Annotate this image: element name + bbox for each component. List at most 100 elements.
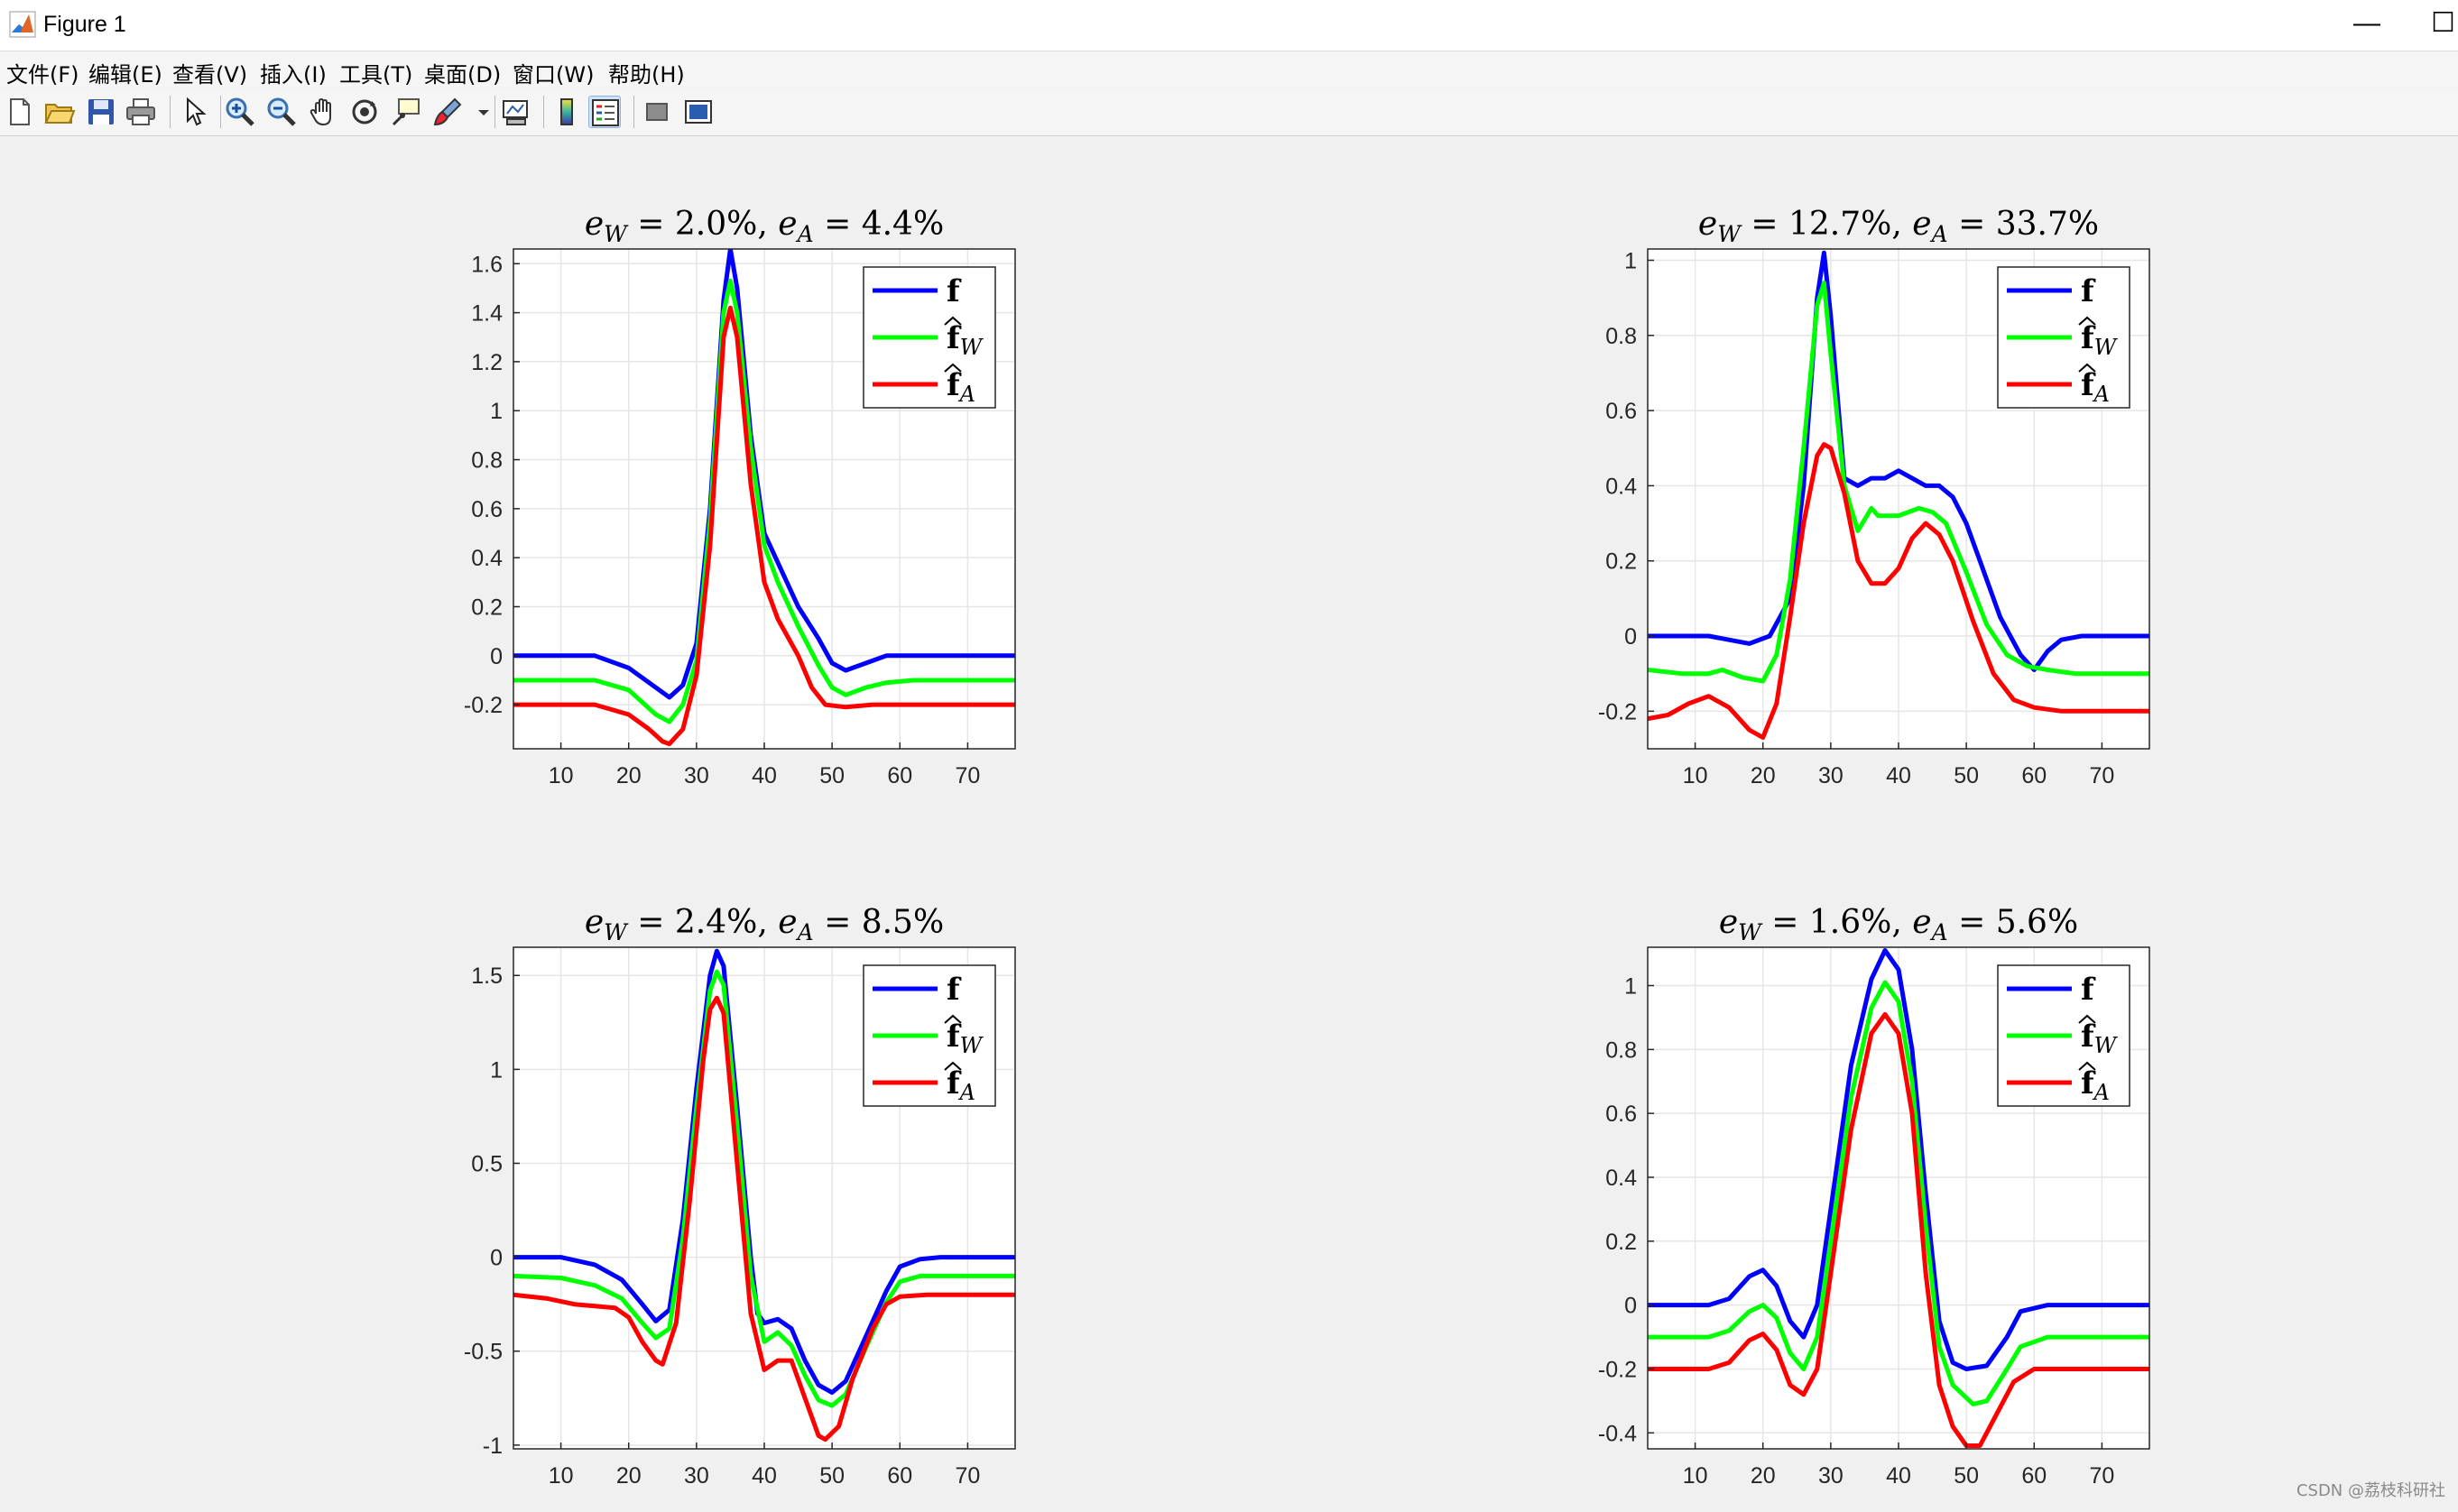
menu-desktop[interactable]: 桌面(D) [424,62,502,88]
y-tick-label: 0 [1624,624,1637,650]
series-line-f-hat-w [1648,281,2149,684]
subplot-title: eW = 1.6%, eA = 5.6% [1719,904,2078,945]
menu-help[interactable]: 帮助(H) [608,62,685,88]
legend-hat-accent [944,1014,962,1024]
y-tick-label: 0 [490,644,503,669]
legend: f fW fA [863,266,996,409]
y-tick-label: -0.2 [464,693,503,718]
x-tick-label: 70 [2089,1463,2114,1489]
menu-view[interactable]: 查看(V) [172,62,248,88]
y-tick-label: 0.6 [1605,1102,1637,1127]
x-tick-label: 10 [549,1463,574,1489]
window-titlebar: Figure 1 — ☐ [0,0,2458,51]
y-tick-label: 0 [490,1246,503,1271]
legend-hat-accent [944,316,962,326]
subplot-3: 10 20 30 40 50 60 70 -1 -0.5 0 0.5 1 1.5 eW = 2.4%, e… [464,904,1016,1489]
x-tick-label: 70 [955,763,980,788]
y-tick-label: 0.5 [471,1151,503,1176]
legend-hat-accent [2078,316,2096,326]
y-tick-label: 0.2 [471,595,503,620]
zoom-in-icon[interactable] [224,96,256,128]
x-tick-label: 50 [1954,1463,1979,1489]
colorbar-icon[interactable] [550,96,583,128]
legend-hat-accent [2078,1014,2096,1024]
minimize-button[interactable]: — [2353,8,2380,38]
subplot-title: eW = 2.4%, eA = 8.5% [585,904,944,945]
legend-label-f-hat-w: fW [2081,320,2119,360]
link-plot-icon[interactable] [500,96,532,128]
legend-icon[interactable] [588,96,621,128]
x-tick-label: 40 [752,763,777,788]
new-figure-icon[interactable] [4,96,36,128]
legend-label-f: f [947,273,962,309]
legend: f fW fA [1997,266,2130,409]
subplot-1: 10 20 30 40 50 60 70 -0.2 0 0.2 0.4 0.6 0.8 1 1.2 1.4 1.… [464,206,1016,788]
zoom-out-icon[interactable] [265,96,298,128]
x-tick-label: 70 [2089,763,2114,788]
y-tick-label: 0.2 [1605,549,1637,575]
x-tick-label: 60 [887,1463,912,1489]
y-tick-label: 0.2 [1605,1230,1637,1255]
y-tick-label: -1 [483,1434,503,1459]
y-tick-label: 1 [1624,248,1637,273]
y-tick-label: 1.5 [471,963,503,989]
series-line-f-hat-w [1648,980,2149,1406]
x-tick-label: 50 [819,1463,845,1489]
legend-label-f-hat-a: fA [947,1065,975,1105]
y-tick-label: 0.8 [1605,324,1637,349]
legend-label-f-hat-a: fA [947,367,975,407]
y-tick-label: 0.6 [471,497,503,522]
edit-plot-arrow-icon[interactable] [179,96,211,128]
y-tick-label: 0.4 [1605,474,1637,499]
x-tick-label: 10 [549,763,574,788]
x-tick-label: 70 [955,1463,980,1489]
watermark: CSDN @荔枝科研社 [2296,1481,2445,1500]
x-tick-label: 30 [1818,763,1844,788]
y-tick-label: 1 [490,399,503,424]
open-file-icon[interactable] [43,96,76,128]
x-tick-label: 30 [684,763,709,788]
y-tick-label: -0.5 [464,1340,503,1365]
x-tick-label: 40 [1886,763,1911,788]
x-tick-label: 20 [616,763,642,788]
menu-insert[interactable]: 插入(I) [260,62,327,88]
menu-edit[interactable]: 编辑(E) [88,62,162,88]
y-tick-label: 0.4 [471,546,503,571]
y-tick-label: -0.2 [1598,699,1637,724]
pan-hand-icon[interactable] [307,96,339,128]
menu-file[interactable]: 文件(F) [6,62,79,88]
legend-label-f: f [2081,273,2096,309]
show-plot-tools-icon[interactable] [682,96,715,128]
menu-tools[interactable]: 工具(T) [339,62,413,88]
y-tick-label: 0 [1624,1294,1637,1319]
x-tick-label: 50 [819,763,845,788]
series-line-f-hat-a [1648,442,2149,740]
x-tick-label: 60 [2021,1463,2047,1489]
save-icon[interactable] [85,96,117,128]
x-tick-label: 20 [1751,763,1776,788]
x-tick-label: 40 [1886,1463,1911,1489]
hide-plot-tools-icon[interactable] [641,96,673,128]
y-tick-label: 0.6 [1605,399,1637,424]
y-tick-label: 1.4 [471,301,503,327]
y-tick-label: 0.8 [471,448,503,474]
brush-icon[interactable] [431,96,464,128]
x-tick-label: 50 [1954,763,1979,788]
data-cursor-icon[interactable] [390,96,422,128]
y-tick-label: 1.6 [471,252,503,277]
series-line-f-hat-a [513,995,1015,1443]
window-title: Figure 1 [43,12,126,37]
x-tick-label: 30 [1818,1463,1844,1489]
series-line-f [513,249,1015,700]
y-tick-label: 0.8 [1605,1037,1637,1063]
rotate-3d-icon[interactable] [348,96,381,128]
x-tick-label: 60 [2021,763,2047,788]
legend: f fW fA [1997,964,2130,1107]
print-icon[interactable] [125,96,157,128]
maximize-button[interactable]: ☐ [2431,8,2455,38]
legend-hat-accent [944,1061,962,1071]
legend-hat-accent [2078,363,2096,373]
menu-window[interactable]: 窗口(W) [513,62,595,88]
brush-dropdown-icon[interactable] [467,96,489,128]
series-line-f-hat-a [1648,1011,2149,1448]
